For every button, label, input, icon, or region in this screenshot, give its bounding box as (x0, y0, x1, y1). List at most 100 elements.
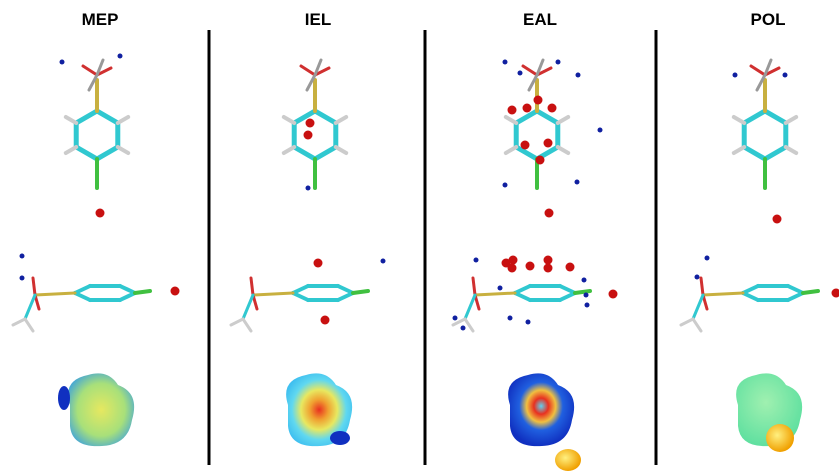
surface (68, 373, 134, 446)
blue-point (306, 186, 311, 191)
red-point (508, 106, 517, 115)
blue-point (705, 256, 710, 261)
bond (97, 111, 118, 123)
bond (473, 278, 475, 295)
bond (465, 295, 475, 319)
bond (575, 291, 590, 293)
red-point (773, 215, 782, 224)
dividers (209, 30, 656, 465)
bond (751, 66, 765, 75)
bond (506, 117, 516, 123)
red-point (526, 262, 535, 271)
bond (701, 278, 703, 295)
blue-point (584, 293, 589, 298)
bond (703, 293, 743, 295)
bond (284, 147, 294, 153)
bond (537, 111, 558, 123)
blue-point (733, 73, 738, 78)
bond (558, 147, 568, 153)
panel-title: MEP (82, 10, 119, 29)
blue-point (582, 278, 587, 283)
blue-point (60, 60, 65, 65)
bond (293, 293, 308, 300)
blue-point (461, 326, 466, 331)
red-point (832, 289, 839, 298)
bond (765, 111, 786, 123)
bond (465, 319, 473, 331)
blue-point (518, 71, 523, 76)
panel-title: POL (751, 10, 786, 29)
bond (301, 66, 315, 75)
bond (66, 117, 76, 123)
bond (120, 293, 135, 300)
red-point (306, 119, 315, 128)
bond (284, 117, 294, 123)
bond (66, 147, 76, 153)
bond (25, 319, 33, 331)
red-point (544, 139, 553, 148)
red-point (509, 256, 518, 265)
bond (97, 147, 118, 159)
red-point (536, 156, 545, 165)
bond (734, 147, 744, 153)
blue-point (576, 73, 581, 78)
bond (336, 117, 346, 123)
red-point (544, 256, 553, 265)
blue-point (20, 254, 25, 259)
bond (744, 147, 765, 159)
figure: MEP IEL EAL POL (0, 0, 839, 473)
red-point (534, 96, 543, 105)
surface-blob (68, 373, 134, 446)
red-point (548, 104, 557, 113)
blue-point (575, 180, 580, 185)
red-point (304, 131, 313, 140)
bond (516, 111, 537, 123)
bond (253, 293, 293, 295)
surface-lobe (555, 449, 581, 471)
bond (693, 295, 703, 319)
blue-point (381, 259, 386, 264)
bond (786, 147, 796, 153)
bond (693, 319, 701, 331)
bond (83, 66, 97, 75)
bond (75, 293, 90, 300)
bond (294, 147, 315, 159)
blue-point (695, 275, 700, 280)
bond (560, 293, 575, 300)
bond (765, 147, 786, 159)
bond (35, 293, 75, 295)
red-point (314, 259, 323, 268)
surface-lobe (766, 424, 794, 452)
panel-title: IEL (305, 10, 331, 29)
red-point (544, 264, 553, 273)
bond (25, 295, 35, 319)
bond (336, 147, 346, 153)
bond (743, 293, 758, 300)
bond (118, 117, 128, 123)
bond (33, 278, 35, 295)
surface-blob (508, 373, 574, 446)
blue-point (598, 128, 603, 133)
bond (475, 293, 515, 295)
red-point (609, 290, 618, 299)
red-point (566, 263, 575, 272)
blue-point (503, 60, 508, 65)
blue-point (118, 54, 123, 59)
blue-point (783, 73, 788, 78)
panel-title: EAL (523, 10, 557, 29)
bond (118, 147, 128, 153)
bond (76, 147, 97, 159)
bond (734, 117, 744, 123)
red-point (523, 104, 532, 113)
bond (76, 111, 97, 123)
surface-lobe (330, 431, 350, 445)
bond (315, 111, 336, 123)
bond (251, 278, 253, 295)
bond (13, 319, 25, 325)
bond (523, 66, 537, 75)
blue-point (498, 286, 503, 291)
red-point (171, 287, 180, 296)
blue-point (20, 276, 25, 281)
surface (508, 373, 574, 446)
bond (681, 319, 693, 325)
